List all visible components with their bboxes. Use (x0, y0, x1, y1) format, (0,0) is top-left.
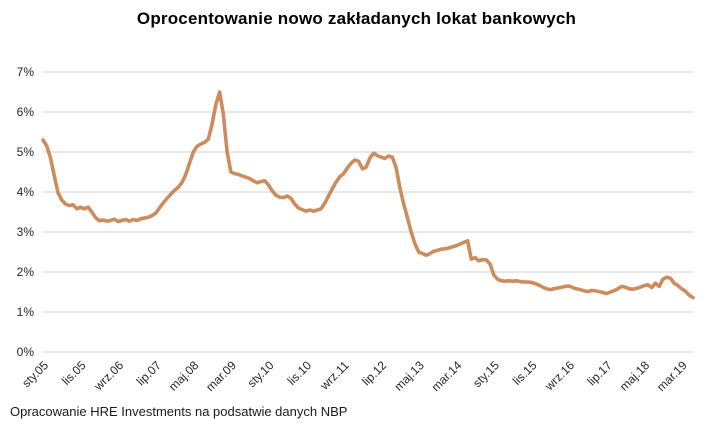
x-tick-label: wrz.06 (91, 358, 127, 394)
y-tick-label: 1% (17, 305, 35, 319)
y-tick-label: 3% (17, 225, 35, 239)
x-tick-label: lip.17 (585, 358, 615, 388)
y-tick-label: 0% (17, 345, 35, 359)
x-tick-label: mar.19 (654, 358, 690, 394)
y-tick-label: 7% (17, 65, 35, 79)
y-tick-label: 2% (17, 265, 35, 279)
y-tick-label: 5% (17, 145, 35, 159)
y-tick-label: 6% (17, 105, 35, 119)
y-tick-label: 4% (17, 185, 35, 199)
x-tick-label: sty.10 (245, 358, 277, 390)
x-tick-label: wrz.11 (317, 358, 352, 393)
x-tick-label: mar.09 (203, 358, 239, 394)
chart-title: Oprocentowanie nowo zakładanych lokat ba… (136, 9, 577, 28)
x-tick-label: lip.07 (134, 358, 164, 388)
x-tick-label: lis.10 (284, 358, 314, 388)
x-tick-label: maj.13 (391, 358, 427, 394)
x-tick-label: lis.05 (59, 358, 89, 388)
x-tick-label: wrz.16 (542, 358, 578, 394)
x-tick-label: lip.12 (359, 358, 389, 388)
x-tick-label: lis.15 (510, 358, 540, 388)
rate-line (41, 90, 695, 300)
x-tick-label: sty.15 (470, 358, 502, 390)
x-tick-label: maj.18 (617, 358, 653, 394)
x-tick-label: mar.14 (429, 358, 465, 394)
x-tick-label: sty.05 (19, 358, 51, 390)
source-note: Opracowanie HRE Investments na podsatwie… (10, 404, 348, 419)
x-tick-label: maj.08 (166, 358, 202, 394)
